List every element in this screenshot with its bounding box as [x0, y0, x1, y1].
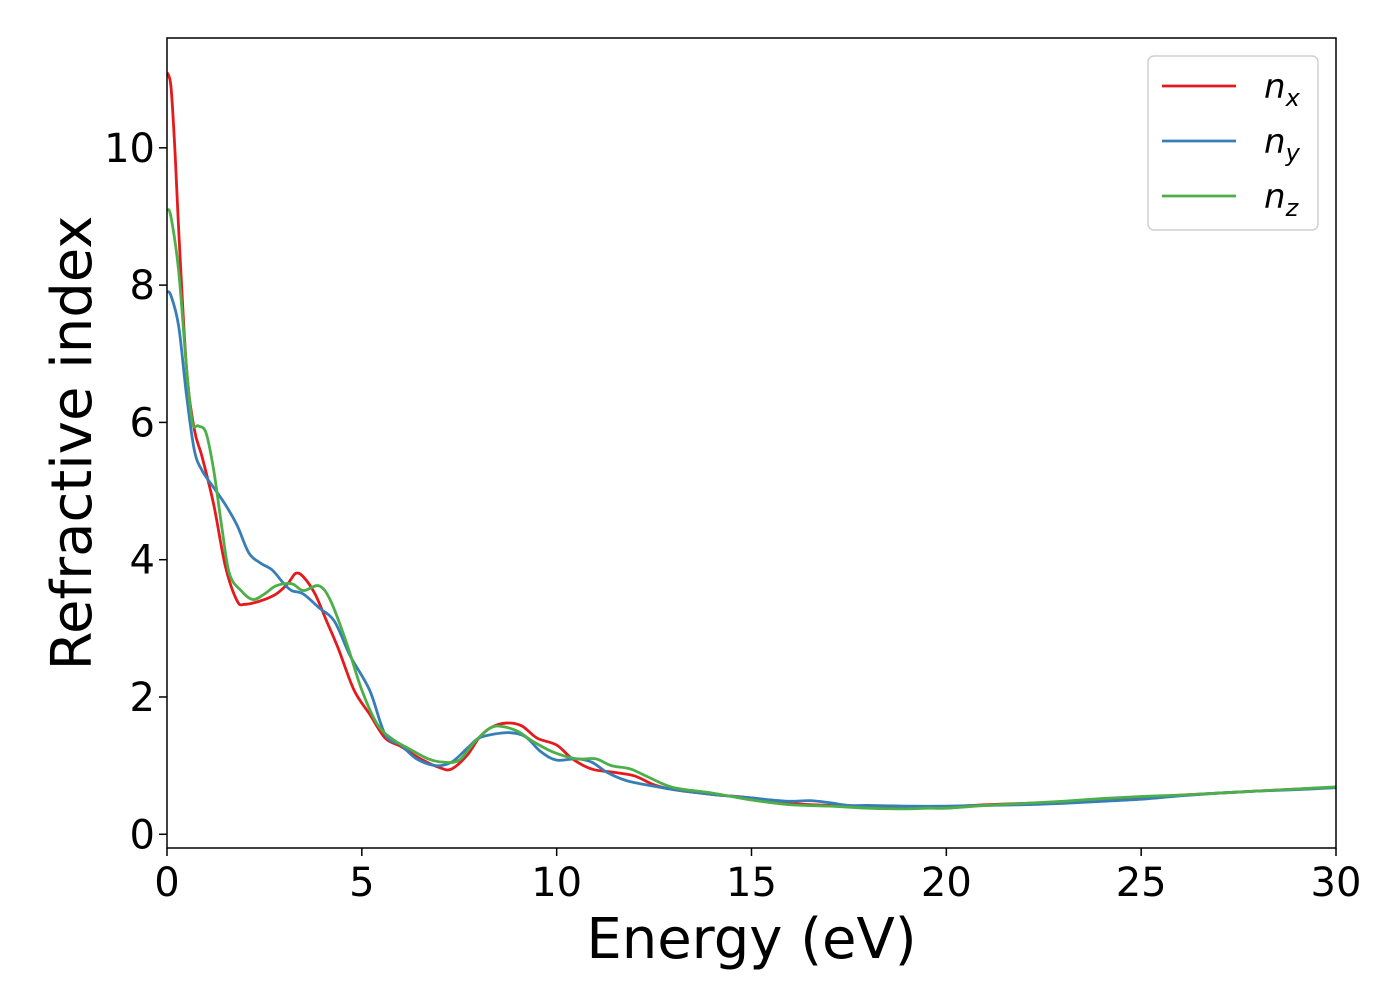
legend: nx ny nz — [1147, 55, 1319, 231]
legend-entry-nx: nx — [1162, 67, 1301, 112]
y-tick-label: 8 — [130, 263, 155, 309]
x-tick-label: 5 — [349, 860, 374, 906]
legend-label: nx — [1264, 67, 1301, 112]
legend-label: nz — [1264, 177, 1300, 222]
y-tick-label: 6 — [130, 400, 155, 446]
y-tick-label: 4 — [130, 538, 155, 584]
x-tick-label: 0 — [154, 860, 179, 906]
y-tick-label: 10 — [104, 126, 155, 172]
y-tick-label: 0 — [130, 812, 155, 858]
y-axis-label: Refractive index — [40, 216, 105, 671]
x-tick-label: 25 — [1116, 860, 1167, 906]
x-tick-label: 30 — [1311, 860, 1362, 906]
x-tick-label: 15 — [726, 860, 777, 906]
legend-label: ny — [1264, 122, 1301, 167]
legend-entry-ny: ny — [1162, 122, 1301, 167]
x-axis-label: Energy (eV) — [586, 907, 916, 972]
y-tick-label: 2 — [130, 675, 155, 721]
series-layer — [167, 71, 1336, 811]
x-tick-label: 10 — [531, 860, 582, 906]
legend-box — [1147, 55, 1319, 231]
series-line-ny — [167, 290, 1336, 808]
legend-entry-nz: nz — [1162, 177, 1300, 222]
x-tick-label: 20 — [921, 860, 972, 906]
series-line-nz — [167, 208, 1336, 811]
ticks-layer: 0 5 10 15 20 25 30 0 2 4 6 8 10 — [104, 126, 1361, 906]
